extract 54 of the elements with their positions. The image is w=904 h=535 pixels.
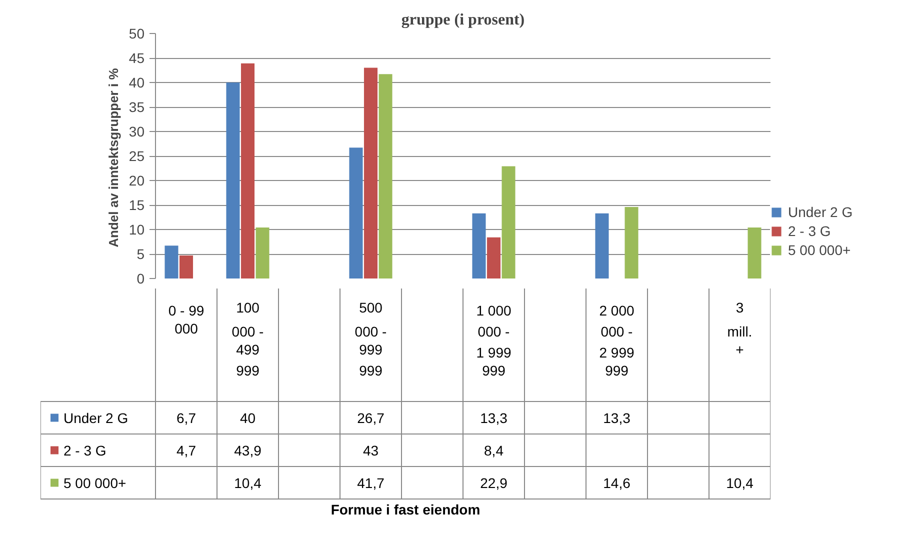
bar xyxy=(502,166,516,278)
bar xyxy=(179,255,194,278)
bar xyxy=(364,68,378,278)
y-tick-label: 15 xyxy=(128,197,145,213)
data-label: 13,3 xyxy=(603,410,631,426)
y-tick-label: 45 xyxy=(128,50,145,66)
x-tick-label: 0 - 99 000 xyxy=(168,302,204,336)
data-label: 43 xyxy=(362,442,379,458)
bar xyxy=(748,228,762,278)
y-tick-label: 10 xyxy=(128,222,145,238)
bar xyxy=(240,63,255,278)
data-label: 6,7 xyxy=(176,410,196,426)
bar xyxy=(256,228,270,278)
y-tick-label: 20 xyxy=(128,172,145,188)
x-tick-label: 3 mill. + xyxy=(727,300,752,358)
data-label: 4,7 xyxy=(176,442,196,458)
y-tick-label: 0 xyxy=(136,270,145,286)
legend-label: 5 00 000+ xyxy=(788,242,851,258)
text: 2 - 3 G xyxy=(788,223,831,239)
bar xyxy=(624,206,638,278)
y-tick-label: 35 xyxy=(128,99,145,115)
y-tick-label: 40 xyxy=(128,74,145,90)
data-label: 10,4 xyxy=(234,474,262,491)
x-tick-label: 2 000 000 - 2 999 999 xyxy=(599,302,634,378)
bar xyxy=(164,246,178,278)
legend-label: Under 2 G xyxy=(64,410,128,426)
data-label: 26,7 xyxy=(357,410,385,426)
bar xyxy=(472,213,486,278)
data-label: 14,6 xyxy=(603,474,631,491)
data-label: 22,9 xyxy=(480,474,508,491)
x-tick-label: 1 000 000 - 1 999 999 xyxy=(476,302,512,378)
x-tick-label: 100 000 - 499 999 xyxy=(232,300,264,378)
data-label: 8,4 xyxy=(484,442,504,458)
data-label: 13,3 xyxy=(480,410,508,426)
legend-label: 2 - 3 G xyxy=(64,442,106,458)
chart-title: gruppe (i prosent) xyxy=(401,12,525,28)
y-tick-label: 30 xyxy=(128,124,145,140)
bar xyxy=(226,82,240,278)
y-tick-label: 50 xyxy=(128,26,145,42)
bar xyxy=(595,213,609,278)
data-label: 43,9 xyxy=(234,442,262,458)
y-tick-label: 25 xyxy=(128,148,145,164)
text: Formue i fast eiendom xyxy=(330,502,480,518)
data-label: 41,7 xyxy=(357,474,385,491)
y-axis-title: Andel av inntektsgrupper i % xyxy=(106,68,121,248)
x-tick-label: 500 000 - 999 999 xyxy=(354,300,388,378)
bar xyxy=(486,237,501,278)
text: 5 00 000+ xyxy=(64,474,126,491)
bar xyxy=(349,148,363,278)
bar xyxy=(378,74,392,278)
data-label: 40 xyxy=(240,410,256,426)
data-label: 10,4 xyxy=(726,474,754,491)
text: Under 2 G xyxy=(788,204,853,220)
y-tick-label: 5 xyxy=(136,246,145,262)
